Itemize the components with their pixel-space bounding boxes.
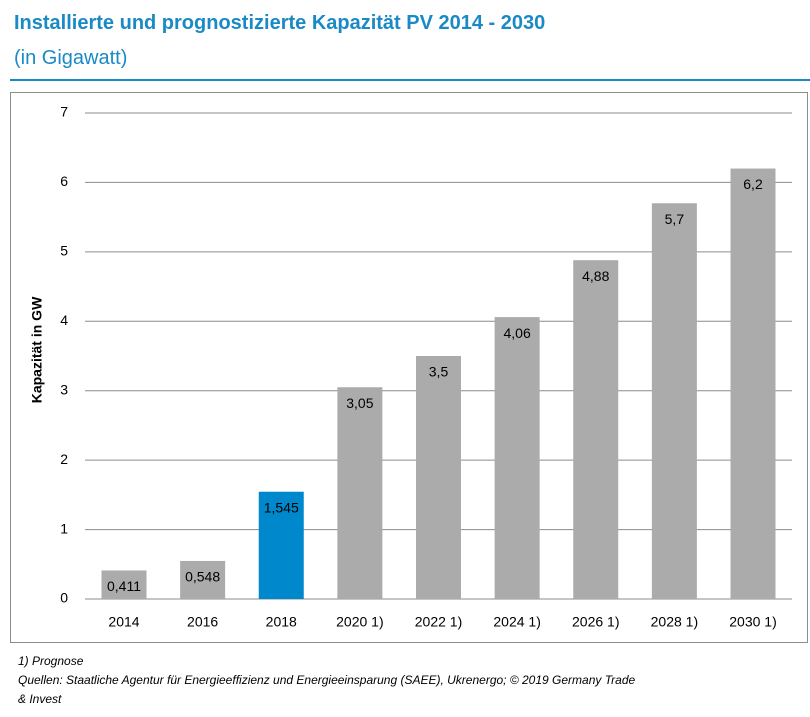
value-label: 6,2 [743,176,763,192]
x-tick-label: 2024 1) [493,614,540,630]
chart-subtitle: (in Gigawatt) [14,47,127,69]
bar [416,356,461,599]
bar [573,260,619,599]
bar [730,168,776,600]
y-tick-label: 0 [60,590,68,606]
y-tick-label: 6 [60,173,68,189]
value-label: 3,5 [429,364,449,380]
y-tick-label: 1 [60,520,68,536]
bar [651,203,697,599]
bar [180,560,226,599]
x-tick-label: 2014 [108,614,139,630]
y-tick-label: 2 [60,451,68,467]
bar [101,570,147,599]
y-tick-label: 7 [60,104,68,120]
y-tick-label: 5 [60,243,68,259]
footnote: Quellen: Staatliche Agentur für Energiee… [18,673,636,687]
bar [258,491,304,599]
y-tick-label: 3 [60,381,68,397]
value-label: 3,05 [346,395,373,411]
value-label: 1,545 [264,499,299,515]
x-tick-label: 2026 1) [572,614,619,630]
x-tick-label: 2028 1) [651,614,698,630]
value-label: 0,548 [185,569,220,585]
x-tick-label: 2030 1) [729,614,776,630]
x-tick-label: 2020 1) [336,614,383,630]
y-axis-label: Kapazität in GW [29,296,45,403]
footnote: & Invest [18,692,62,706]
y-tick-label: 4 [60,312,68,328]
x-tick-label: 2022 1) [415,614,462,630]
footnote: 1) Prognose [18,654,84,668]
value-label: 5,7 [665,211,685,227]
value-label: 0,411 [107,578,141,594]
value-label: 4,88 [582,268,609,284]
value-label: 4,06 [504,325,531,341]
chart-frame [10,92,808,643]
chart-title: Installierte und prognostizierte Kapazit… [14,12,545,34]
bar [494,317,540,599]
bar [337,387,383,599]
x-tick-label: 2018 [266,614,297,630]
x-tick-label: 2016 [187,614,218,630]
